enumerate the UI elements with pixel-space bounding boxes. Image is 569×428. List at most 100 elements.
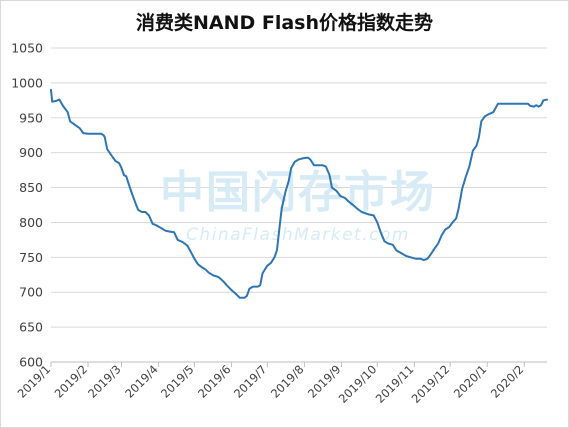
series-layer — [50, 88, 548, 299]
data-point — [201, 266, 203, 268]
y-tick-label: 700 — [19, 285, 43, 300]
data-point — [497, 103, 499, 105]
data-point — [95, 133, 97, 135]
data-point — [475, 145, 478, 147]
data-point — [123, 174, 125, 176]
data-point — [448, 226, 450, 228]
data-point — [186, 244, 188, 247]
y-tick-label: 900 — [19, 145, 43, 160]
y-tick-label: 1000 — [11, 75, 43, 90]
data-point — [367, 213, 369, 215]
data-point — [373, 214, 375, 217]
data-point — [58, 99, 61, 101]
data-point — [452, 221, 454, 223]
data-point — [197, 263, 199, 265]
data-point — [307, 157, 309, 159]
data-point — [246, 295, 248, 297]
data-point — [361, 211, 363, 213]
data-point — [92, 133, 94, 135]
data-point — [177, 239, 179, 241]
data-point — [472, 150, 474, 152]
data-point — [383, 240, 386, 242]
data-point — [276, 249, 278, 251]
data-point — [313, 164, 315, 166]
data-point — [423, 259, 425, 261]
chart-title: 消费类NAND Flash价格指数走势 — [135, 12, 434, 34]
data-point — [480, 120, 482, 122]
data-point — [478, 136, 480, 138]
y-tick-label: 850 — [19, 180, 43, 195]
data-point — [294, 161, 296, 163]
y-tick-label: 800 — [19, 215, 43, 230]
data-point — [465, 176, 467, 178]
data-point — [546, 99, 548, 101]
data-point — [226, 284, 228, 286]
data-point — [135, 203, 137, 205]
data-point — [405, 255, 407, 257]
data-point — [395, 249, 397, 251]
data-point — [67, 111, 69, 113]
data-point — [120, 167, 123, 169]
data-point — [181, 241, 184, 243]
data-point — [51, 101, 53, 103]
data-point — [517, 103, 519, 105]
data-point — [155, 224, 157, 226]
watermark: 中国闪存市场 ChinaFlashMarket.com — [160, 167, 434, 245]
gridlines — [51, 47, 547, 328]
data-point — [190, 251, 192, 253]
x-tick-label: 2019/5 — [158, 362, 197, 401]
data-point — [535, 104, 537, 106]
data-point — [426, 258, 429, 260]
data-point — [106, 148, 108, 150]
x-tick-label: 2019/12 — [409, 362, 453, 406]
data-point — [281, 207, 283, 210]
x-tick-label: 2019/6 — [195, 362, 234, 401]
data-point — [74, 124, 76, 126]
data-point — [430, 253, 432, 255]
data-point — [527, 103, 529, 105]
data-point — [165, 230, 167, 232]
data-point — [309, 159, 311, 161]
data-point — [316, 164, 319, 166]
data-point — [288, 180, 290, 182]
data-point — [414, 258, 417, 260]
data-point — [437, 242, 439, 244]
data-point — [69, 120, 71, 122]
y-tick-label: 600 — [19, 355, 43, 370]
data-point — [461, 188, 463, 190]
data-point — [492, 111, 494, 113]
data-point — [168, 230, 170, 233]
x-tick-label: 2019/10 — [336, 362, 380, 406]
data-point — [336, 190, 338, 192]
data-point — [290, 167, 292, 169]
data-point — [297, 159, 299, 161]
data-point — [235, 293, 237, 295]
data-point — [351, 203, 353, 205]
data-point — [173, 231, 175, 233]
data-point — [204, 268, 206, 270]
data-point — [542, 99, 545, 101]
data-point — [148, 214, 150, 217]
data-point — [504, 103, 506, 105]
axes — [50, 361, 547, 367]
x-tick-label: 2019/11 — [373, 362, 417, 406]
data-point — [284, 191, 286, 193]
data-point — [222, 280, 224, 282]
data-point — [487, 113, 489, 115]
data-point — [244, 297, 246, 299]
data-point — [266, 265, 268, 267]
data-point — [152, 223, 154, 225]
data-point — [410, 256, 412, 258]
data-point — [339, 195, 341, 197]
data-point — [261, 272, 264, 274]
data-point — [484, 115, 486, 117]
x-tick-label: 2020/2 — [488, 362, 527, 401]
data-point — [239, 297, 241, 299]
data-point — [270, 262, 272, 264]
data-point — [533, 106, 535, 108]
data-point — [380, 232, 382, 234]
data-point — [257, 286, 259, 288]
data-point — [400, 252, 402, 254]
data-point — [79, 127, 81, 129]
x-tick-label: 2019/7 — [231, 362, 270, 401]
